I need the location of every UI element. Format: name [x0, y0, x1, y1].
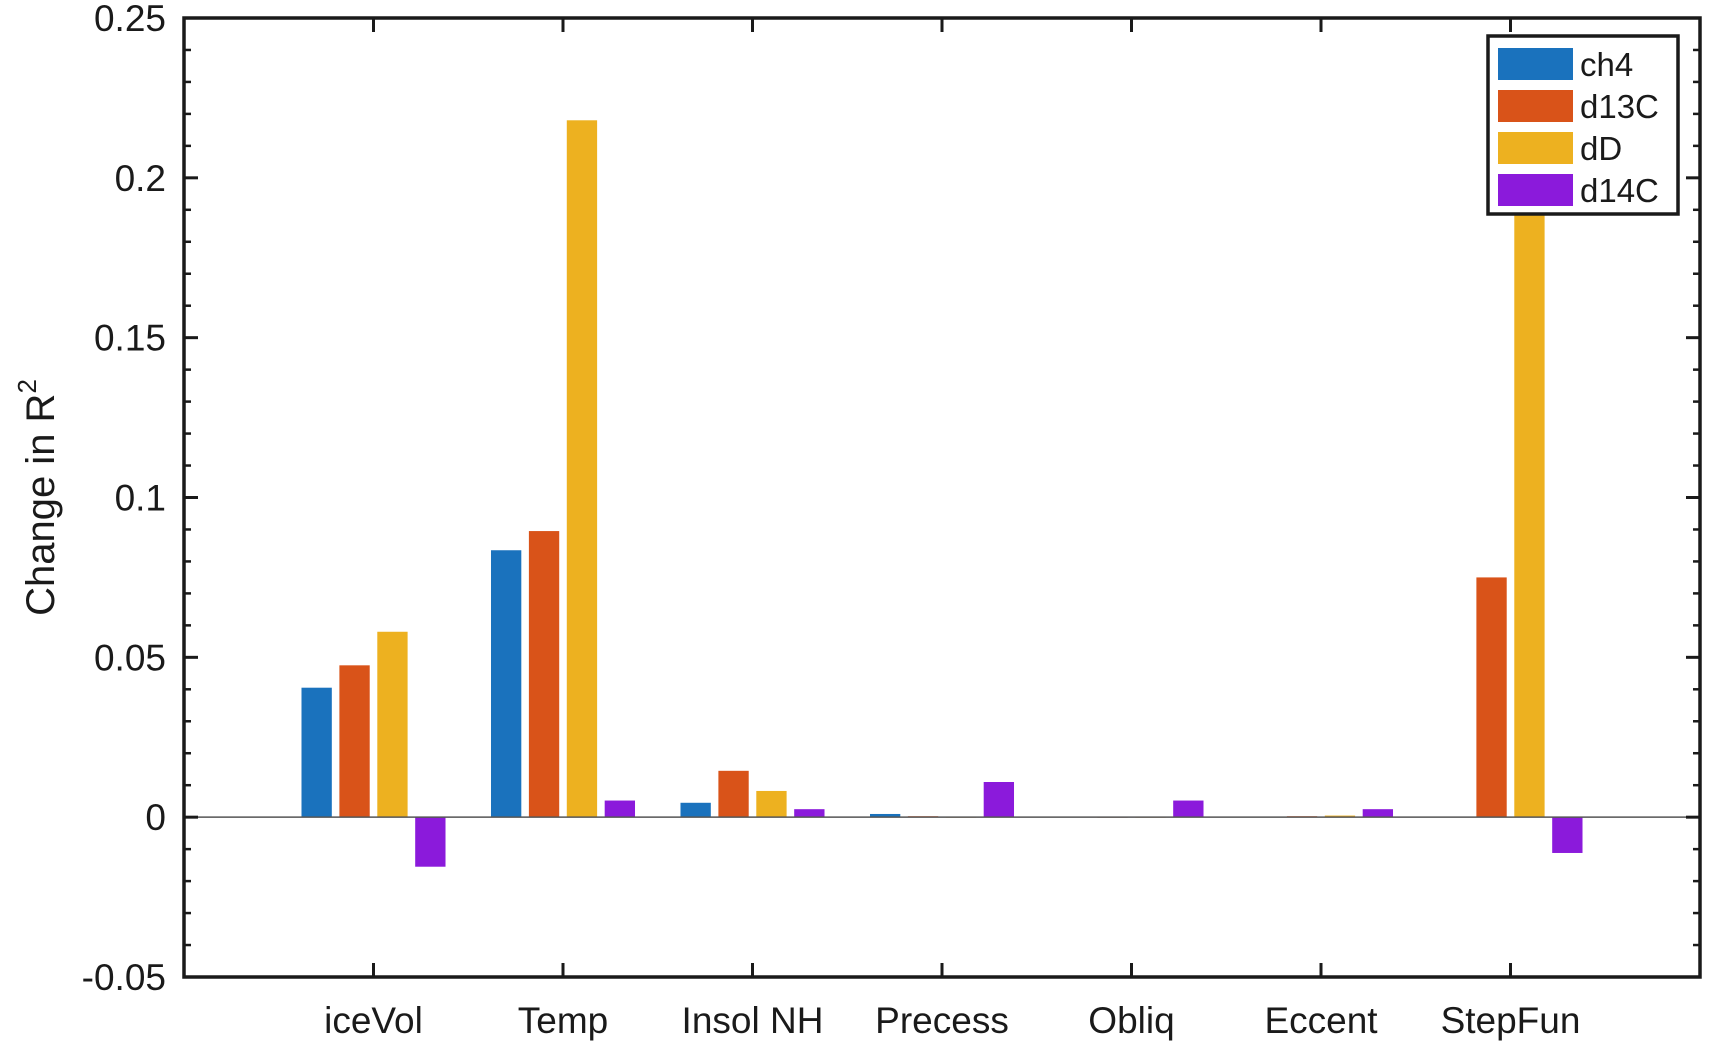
bar-d14C-eccent [1362, 809, 1394, 818]
x-tick-label: Precess [875, 1000, 1009, 1041]
y-axis-tick-labels: -0.05 0 0.05 0.1 0.15 0.2 0.25 [82, 0, 166, 998]
y-tick-label: 0 [145, 797, 166, 838]
bars-group [301, 120, 1583, 867]
y-tick-label: 0.2 [115, 158, 166, 199]
x-tick-label: Obliq [1088, 1000, 1174, 1041]
bar-dD-stepfun [1514, 211, 1545, 818]
legend-swatch-ch4 [1498, 48, 1573, 80]
bar-d13C-temp [528, 531, 560, 818]
legend-swatch-dD [1498, 132, 1573, 164]
bar-dD-eccent [1324, 815, 1356, 818]
bar-d13C-stepfun [1476, 577, 1507, 818]
x-tick-label: iceVol [324, 1000, 423, 1041]
legend: ch4 d13C dD d14C [1486, 34, 1680, 216]
bar-ch4-insol-nh [680, 802, 711, 818]
y-tick-label: 0.25 [94, 0, 166, 39]
x-axis-tick-labels: iceVol Temp Insol NH Precess Obliq Eccent Step… [324, 1000, 1580, 1041]
bar-dD-icevol [377, 631, 408, 818]
bar-d14C-stepfun [1552, 817, 1583, 853]
x-tick-label: Eccent [1264, 1000, 1378, 1041]
y-axis-title-text: Change in R [19, 394, 63, 616]
x-tick-label: Insol NH [682, 1000, 824, 1041]
bar-d14C-temp [604, 800, 636, 818]
legend-label-ch4: ch4 [1580, 46, 1633, 83]
bar-ch4-icevol [301, 687, 332, 818]
bar-d13C-insol-nh [718, 770, 749, 818]
bar-dD-temp [566, 120, 598, 818]
bar-d14C-icevol [415, 817, 446, 867]
bar-d13C-icevol [339, 665, 370, 818]
bar-d14C-insol-nh [794, 809, 825, 818]
legend-label-dD: dD [1580, 130, 1622, 167]
y-tick-label: 0.1 [115, 478, 166, 519]
axis-ticks [184, 16, 1700, 979]
legend-swatch-d13C [1498, 90, 1573, 122]
y-axis-title: Change in R2 [12, 379, 63, 616]
y-tick-label: 0.15 [94, 318, 166, 359]
bar-d14C-obliq [1173, 800, 1204, 818]
x-tick-label: Temp [518, 1000, 608, 1041]
legend-swatch-d14C [1498, 174, 1573, 206]
y-tick-label: 0.05 [94, 637, 166, 678]
legend-label-d13C: d13C [1580, 88, 1659, 125]
y-axis-title-superscript: 2 [12, 379, 42, 393]
bar-d14C-precess [983, 782, 1015, 818]
bar-ch4-temp [490, 550, 522, 818]
legend-label-d14C: d14C [1580, 172, 1659, 209]
bar-dD-insol-nh [756, 790, 787, 818]
plot-area-border [182, 16, 1702, 979]
bar-ch4-precess [869, 813, 901, 818]
y-tick-label: -0.05 [82, 957, 166, 998]
x-tick-label: StepFun [1441, 1000, 1581, 1041]
